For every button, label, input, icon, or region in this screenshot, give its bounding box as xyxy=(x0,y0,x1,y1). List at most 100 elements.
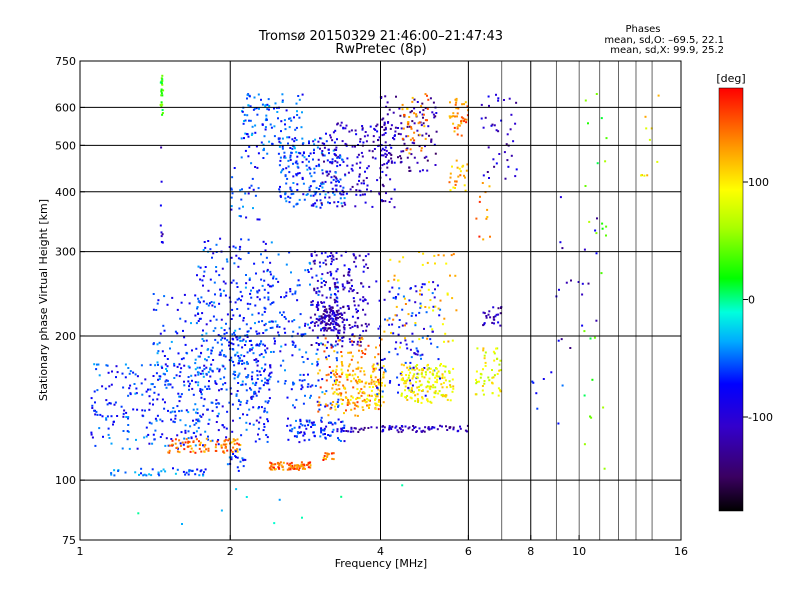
data-point xyxy=(494,315,497,318)
data-point xyxy=(173,364,176,367)
data-point xyxy=(656,160,659,163)
data-point xyxy=(497,307,500,310)
data-point xyxy=(458,124,461,127)
data-point xyxy=(381,381,383,384)
data-point xyxy=(422,109,425,112)
data-point xyxy=(408,365,411,368)
data-point xyxy=(148,473,151,476)
data-point xyxy=(329,434,332,437)
data-point xyxy=(160,235,163,238)
data-point xyxy=(260,141,263,144)
data-point xyxy=(284,380,287,382)
data-point xyxy=(492,316,495,319)
data-point xyxy=(604,160,607,163)
data-point xyxy=(106,403,109,406)
data-point xyxy=(328,304,331,307)
data-point xyxy=(436,378,439,381)
data-point xyxy=(234,374,237,377)
data-point xyxy=(272,350,275,353)
data-point xyxy=(337,331,340,334)
data-point xyxy=(218,389,220,392)
data-point xyxy=(422,113,425,116)
data-point xyxy=(158,378,161,380)
data-point xyxy=(394,314,397,317)
data-point xyxy=(327,173,330,176)
data-point xyxy=(362,300,365,303)
data-point xyxy=(313,171,316,174)
data-point xyxy=(389,426,392,429)
data-point xyxy=(246,93,249,96)
data-point xyxy=(310,267,313,270)
data-point xyxy=(499,359,502,362)
data-point xyxy=(512,140,515,143)
data-point xyxy=(493,165,496,168)
data-point xyxy=(161,112,164,114)
data-point xyxy=(395,341,398,344)
data-point xyxy=(497,313,500,316)
data-point xyxy=(408,170,411,172)
data-point xyxy=(281,147,284,150)
data-point xyxy=(281,169,284,172)
data-point xyxy=(185,409,188,412)
data-point xyxy=(161,83,164,86)
data-point xyxy=(353,377,355,380)
data-point xyxy=(335,392,338,395)
data-point xyxy=(431,111,434,114)
data-point xyxy=(377,408,380,411)
data-point xyxy=(202,249,205,251)
data-point xyxy=(383,121,386,124)
data-point xyxy=(357,392,360,395)
data-point xyxy=(236,456,239,459)
data-point xyxy=(167,444,170,447)
data-point xyxy=(233,167,236,169)
data-point xyxy=(359,338,362,341)
data-point xyxy=(319,185,322,187)
data-point xyxy=(238,443,240,446)
data-point xyxy=(381,126,384,128)
data-point xyxy=(167,409,169,412)
data-point xyxy=(356,388,359,391)
data-point xyxy=(317,324,320,327)
data-point xyxy=(300,461,303,464)
data-point xyxy=(340,361,343,363)
data-point xyxy=(384,155,387,158)
data-point xyxy=(277,380,280,383)
data-point xyxy=(354,414,357,417)
data-point xyxy=(219,377,222,380)
data-point xyxy=(317,358,320,361)
data-point xyxy=(406,347,409,350)
data-point xyxy=(140,472,142,475)
data-point xyxy=(408,125,411,128)
data-point xyxy=(127,416,130,419)
data-point xyxy=(205,302,208,305)
data-point xyxy=(441,425,443,428)
data-point xyxy=(276,324,279,327)
data-point xyxy=(365,329,368,332)
data-point xyxy=(280,296,282,299)
data-point xyxy=(246,336,249,338)
data-point xyxy=(296,467,298,470)
y-tick-label: 75 xyxy=(62,534,76,547)
data-point xyxy=(335,380,338,383)
data-point xyxy=(101,385,104,388)
data-point xyxy=(383,123,386,126)
data-point xyxy=(405,374,408,376)
data-point xyxy=(386,319,389,322)
data-point xyxy=(308,421,311,424)
data-point xyxy=(326,255,329,258)
data-point xyxy=(201,369,204,372)
data-point xyxy=(90,433,93,436)
data-point xyxy=(307,466,310,469)
data-point xyxy=(405,149,408,151)
data-point xyxy=(327,148,330,151)
data-point xyxy=(455,97,458,100)
data-point xyxy=(404,396,407,399)
data-point xyxy=(311,424,314,426)
data-point xyxy=(439,364,442,367)
data-point xyxy=(364,299,367,301)
data-point xyxy=(320,317,323,320)
data-point xyxy=(414,322,417,324)
data-point xyxy=(304,332,307,335)
data-point xyxy=(239,258,242,261)
data-point xyxy=(487,313,490,316)
